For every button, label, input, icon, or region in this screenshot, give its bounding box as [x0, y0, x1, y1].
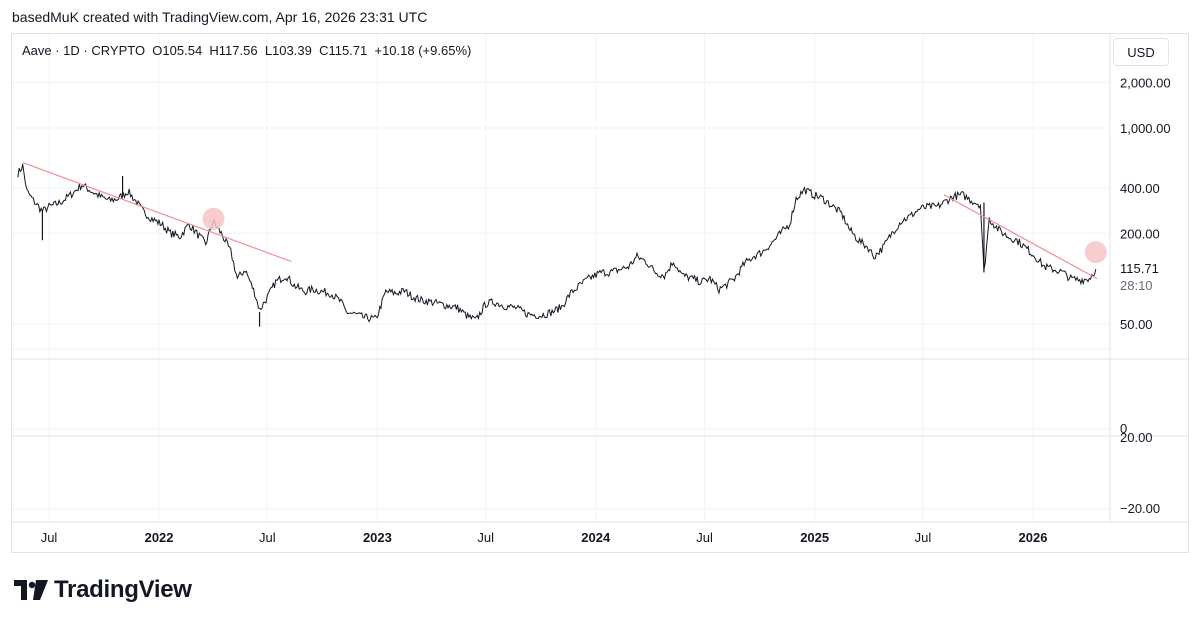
chart-author-header: basedMuK created with TradingView.com, A… — [12, 9, 428, 25]
time-tick-label: Jul — [41, 530, 58, 545]
bar-countdown-label: 28:10 — [1120, 278, 1153, 293]
currency-label: USD — [1127, 44, 1155, 60]
legend-change: +10.18 (+9.65%) — [374, 43, 472, 58]
price-tick-label: 400.00 — [1120, 181, 1160, 196]
chart-panel — [11, 33, 1189, 553]
time-tick-label: Jul — [915, 530, 932, 545]
price-tick-label: 200.00 — [1120, 226, 1160, 241]
trendline — [943, 194, 1098, 280]
time-tick-label: 2025 — [800, 530, 829, 545]
price-tick-label: 50.00 — [1120, 317, 1153, 332]
price-tick-label: 2,000.00 — [1120, 76, 1171, 91]
osc-tick-label: 20.00 — [1120, 430, 1153, 445]
trendline — [22, 161, 292, 263]
osc-tick-label: 0 — [1120, 421, 1127, 436]
legend-symbol: Aave · 1D · CRYPTO — [22, 43, 146, 58]
highlight-marker — [202, 207, 225, 230]
time-tick-label: 2024 — [581, 530, 611, 545]
legend-low: L103.39 — [264, 43, 312, 58]
trendlines — [22, 161, 1098, 280]
price-axis: 2,000.00 1,000.00 400.00 200.00 50.00 115.71 2… — [1120, 76, 1171, 332]
price-line — [17, 164, 1097, 323]
time-tick-label: Jul — [696, 530, 713, 545]
currency-selector[interactable]: USD — [1113, 38, 1169, 66]
osc-tick-label: −20.00 — [1120, 501, 1160, 516]
time-axis: Jul 2022 Jul 2023 Jul 2024 Jul 2025 Jul 2026 — [41, 530, 1048, 545]
price-tick-label: 1,000.00 — [1120, 121, 1171, 136]
highlight-markers — [202, 207, 1107, 264]
time-tick-label: 2026 — [1019, 530, 1048, 545]
brand-name: TradingView — [54, 576, 192, 603]
tradingview-logo-icon — [14, 580, 48, 600]
legend-close: C115.71 — [319, 43, 368, 58]
time-tick-label: Jul — [477, 530, 494, 545]
time-tick-label: Jul — [259, 530, 276, 545]
last-price-label: 115.71 — [1120, 261, 1159, 276]
pane-separators — [12, 34, 1188, 523]
legend-open: O105.54 — [152, 43, 203, 58]
tradingview-logo: TradingView — [14, 576, 192, 604]
highlight-marker — [1084, 241, 1107, 264]
grid-lines — [12, 34, 1110, 522]
symbol-legend: Aave · 1D · CRYPTO O105.54 H117.56 L103.… — [22, 43, 471, 58]
legend-high: H117.56 — [209, 43, 258, 58]
time-tick-label: 2022 — [145, 530, 174, 545]
price-series — [17, 164, 1097, 327]
oscillator-axis: 20.000 −20.00 — [1120, 421, 1160, 516]
time-tick-label: 2023 — [363, 530, 392, 545]
